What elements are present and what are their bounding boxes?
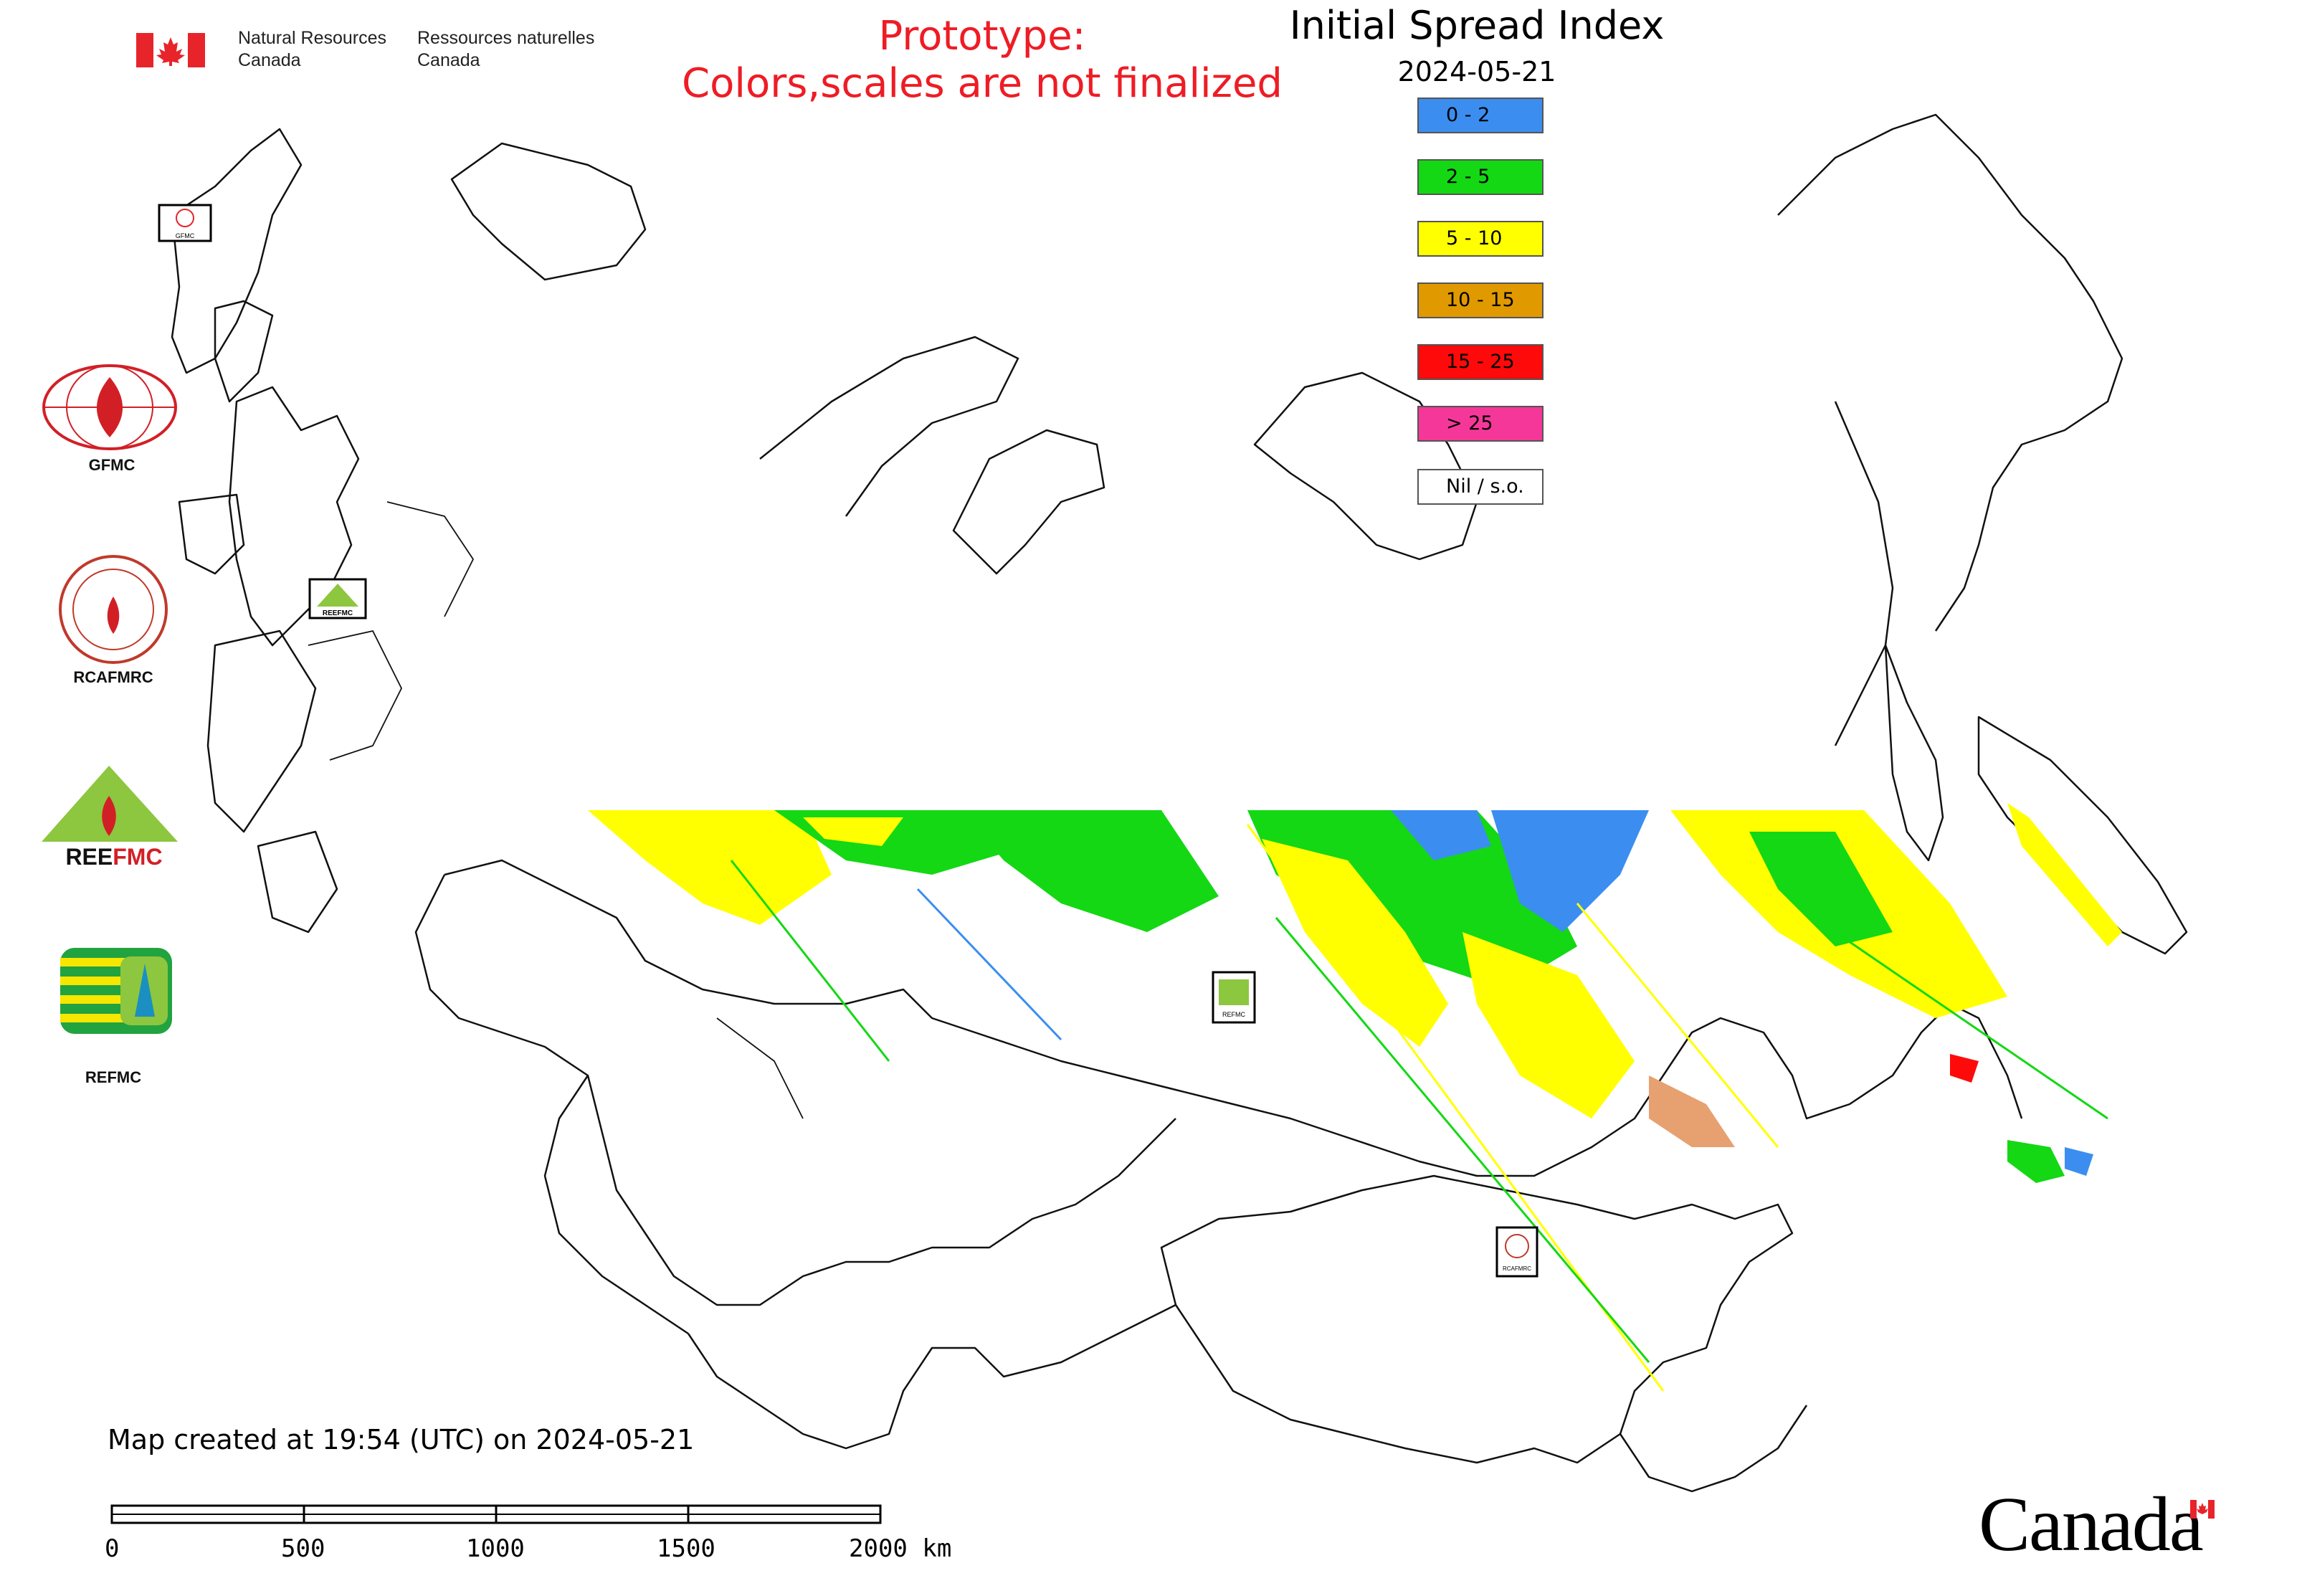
marker-gfmc: GFMC: [158, 204, 212, 242]
reefmc-logo: REEFMC: [37, 766, 191, 870]
marker-rcafmrc-label: RCAFMRC: [1503, 1265, 1531, 1272]
isi-raster: [588, 803, 2122, 1392]
legend-item-15-25: 15 - 25: [1417, 344, 1544, 380]
wordmark-flag-icon: [2190, 1500, 2215, 1519]
scale-tick-0: 0: [105, 1534, 120, 1563]
marker-gfmc-label: GFMC: [176, 232, 195, 239]
isi-area-primorye-green: [2007, 1140, 2065, 1183]
legend-label: Nil / s.o.: [1446, 475, 1524, 498]
legend-item-10-15: 10 - 15: [1417, 282, 1544, 318]
dept-en-line2: Canada: [238, 50, 301, 70]
legend-item-5-10: 5 - 10: [1417, 221, 1544, 257]
canada-flag-icon: [136, 33, 205, 67]
isi-area-red: [1950, 1054, 1979, 1083]
dept-fr-line1: Ressources naturelles: [417, 28, 595, 48]
isi-area-primorye-blue: [2065, 1147, 2093, 1176]
country-borders: [171, 113, 2188, 1493]
isi-area-blue2: [1491, 810, 1649, 932]
refmc-label: REFMC: [85, 1068, 142, 1086]
legend-label: 2 - 5: [1446, 166, 1490, 188]
isi-area-south-yellow: [1462, 932, 1635, 1118]
marker-rcafmrc: RCAFMRC: [1495, 1226, 1538, 1278]
dept-name-fr: Ressources naturelles Canada: [417, 27, 594, 72]
isi-area-west: [588, 810, 832, 925]
map-title: Initial Spread Index: [1289, 3, 1665, 48]
legend-item-over-25: > 25: [1417, 406, 1544, 442]
prototype-notice-line1: Prototype:: [878, 13, 1086, 60]
legend-item-nil: Nil / s.o.: [1417, 469, 1544, 505]
isi-area-west-yellow2: [803, 817, 903, 846]
scale-bar: [110, 1504, 882, 1524]
isi-streak: [1275, 917, 1650, 1363]
legend-label: 5 - 10: [1446, 227, 1503, 250]
legend-label: > 25: [1446, 412, 1493, 434]
dept-fr-line2: Canada: [417, 50, 480, 70]
scale-tick-500: 500: [281, 1534, 325, 1563]
isi-area-blue1: [1391, 810, 1491, 860]
map-markers: GFMC REEFMC REFMC RCAFMRC: [158, 204, 1538, 1278]
rcafmrc-logo: [59, 555, 168, 664]
isi-area-center-green: [961, 810, 1219, 932]
gfmc-logo: [42, 364, 177, 450]
nrcan-signature: Natural Resources Canada Ressources natu…: [136, 27, 624, 77]
scale-tick-1000: 1000: [466, 1534, 525, 1563]
gfmc-label: GFMC: [88, 456, 135, 474]
scale-tick-2000: 2000 km: [849, 1534, 952, 1563]
isi-area-orange: [1649, 1075, 1735, 1147]
isi-streak: [1835, 931, 2108, 1120]
map-date: 2024-05-21: [1397, 56, 1556, 87]
isi-streak: [1576, 903, 1779, 1148]
legend-label: 10 - 15: [1446, 289, 1515, 311]
marker-reefmc-label: REEFMC: [323, 609, 353, 617]
rcafmrc-label: RCAFMRC: [73, 668, 153, 686]
prototype-notice-line2: Colors,scales are not finalized: [682, 60, 1283, 107]
scale-tick-1500: 1500: [657, 1534, 715, 1563]
map-created-note: Map created at 19:54 (UTC) on 2024-05-21: [108, 1424, 695, 1455]
dept-en-line1: Natural Resources: [238, 28, 387, 48]
svg-text:REEFMC: REEFMC: [65, 844, 162, 870]
marker-reefmc: REEFMC: [308, 578, 367, 619]
isi-streak: [730, 860, 890, 1062]
canada-wordmark: Canada: [1979, 1482, 2204, 1567]
dept-name-en: Natural Resources Canada: [238, 27, 386, 72]
refmc-logo: [60, 948, 172, 1034]
isi-area-east-yellow: [1262, 839, 1448, 1047]
legend-label: 15 - 25: [1446, 351, 1515, 373]
marker-refmc: REFMC: [1212, 971, 1256, 1024]
isi-area-far-east-green: [1749, 832, 1893, 946]
marker-refmc-label: REFMC: [1222, 1011, 1245, 1018]
prototype-notice: Prototype: Colors,scales are not finaliz…: [617, 13, 1348, 108]
isi-area-sakhalin: [2007, 803, 2122, 946]
legend-label: 0 - 2: [1446, 104, 1490, 126]
legend-item-0-2: 0 - 2: [1417, 98, 1544, 133]
legend-item-2-5: 2 - 5: [1417, 159, 1544, 195]
isi-streak: [916, 888, 1062, 1041]
